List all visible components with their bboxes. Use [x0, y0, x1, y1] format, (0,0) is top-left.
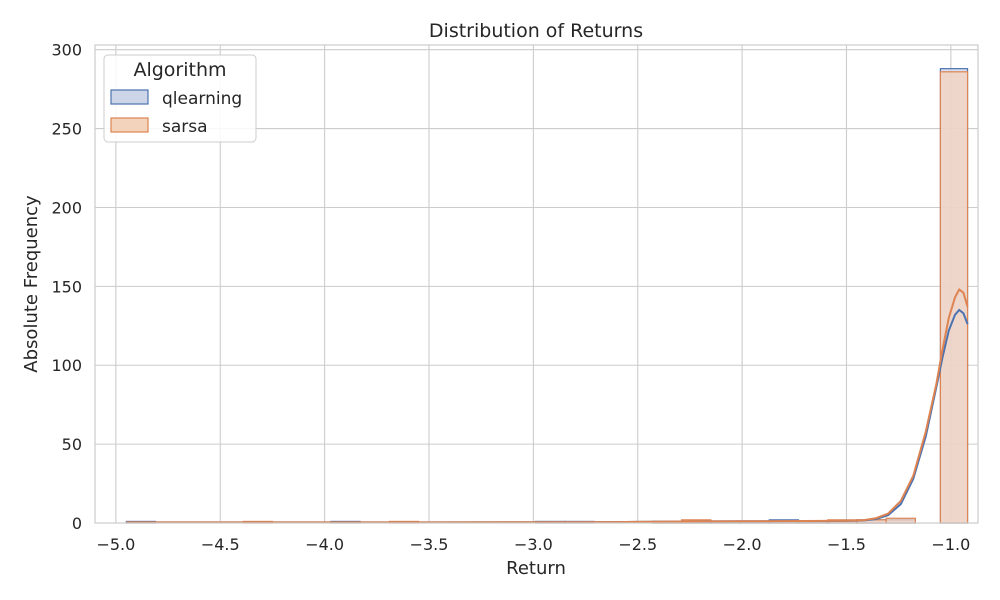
- legend-title: Algorithm: [133, 59, 226, 81]
- legend-label-qlearning: qlearning: [162, 89, 242, 109]
- y-tick-label: 200: [51, 198, 82, 217]
- y-tick-label: 150: [51, 277, 82, 296]
- kde-curves: [126, 287, 969, 524]
- y-tick-label: 50: [62, 435, 82, 454]
- bar-sarsa: [885, 517, 916, 524]
- legend-swatch-sarsa: [110, 117, 149, 133]
- x-tick-label: −3.0: [514, 535, 553, 554]
- x-tick-label: −1.0: [931, 535, 970, 554]
- plot-frame: [94, 44, 979, 524]
- legend-swatch-qlearning: [110, 89, 149, 105]
- y-tick-label: 250: [51, 120, 82, 139]
- kde-line-qlearning: [126, 308, 969, 524]
- x-tick-label: −3.5: [410, 535, 449, 554]
- y-axis-title: Absolute Frequency: [21, 195, 42, 373]
- legend: Algorithm qlearning sarsa: [103, 54, 257, 143]
- x-axis-title: Return: [506, 558, 566, 579]
- x-tick-label: −1.5: [827, 535, 866, 554]
- chart-title: Distribution of Returns: [429, 20, 643, 42]
- x-tick-label: −2.0: [723, 535, 762, 554]
- x-tick-label: −4.5: [201, 535, 240, 554]
- y-tick-label: 0: [72, 514, 82, 533]
- x-tick-label: −2.5: [618, 535, 657, 554]
- x-tick-label: −4.0: [305, 535, 344, 554]
- y-axis-ticks: 0 50 100 150 200 250 300: [51, 41, 82, 533]
- kde-line-sarsa: [126, 287, 969, 524]
- x-tick-label: −5.0: [96, 535, 135, 554]
- y-tick-label: 300: [51, 41, 82, 60]
- legend-label-sarsa: sarsa: [162, 117, 208, 137]
- x-axis-ticks: −5.0 −4.5 −4.0 −3.5 −3.0 −2.5 −2.0 −1.5 −1.0: [96, 535, 970, 554]
- y-tick-label: 100: [51, 356, 82, 375]
